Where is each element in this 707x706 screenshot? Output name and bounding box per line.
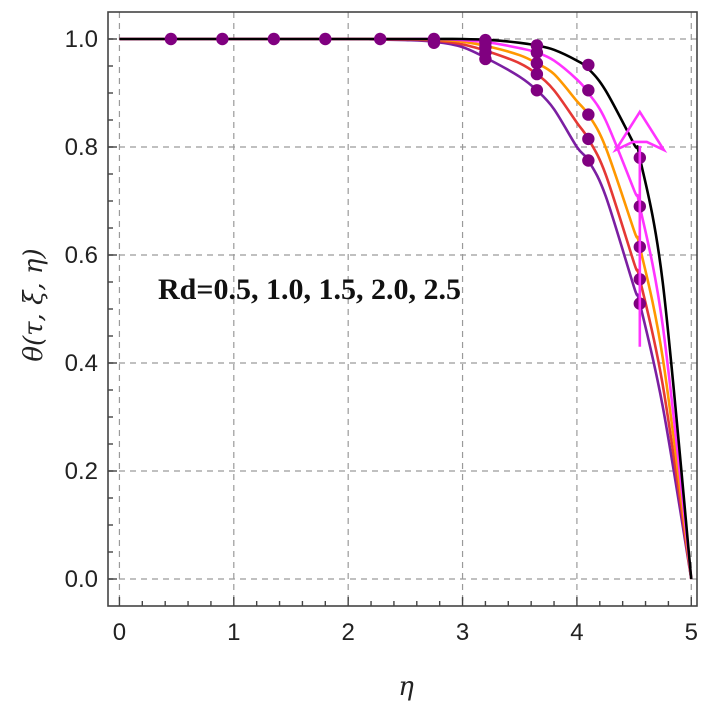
data-marker	[267, 32, 281, 46]
series-line-3	[119, 37, 693, 580]
series-lines	[119, 37, 693, 580]
rd-annotation: Rd=0.5, 1.0, 1.5, 2.0, 2.5	[158, 273, 461, 306]
x-tick-label: 2	[341, 619, 354, 646]
x-tick-label: 4	[570, 619, 583, 646]
y-tick-label: 0.2	[65, 458, 98, 485]
data-marker	[530, 57, 544, 70]
y-tick-label: 0.0	[65, 566, 98, 593]
y-tick-label: 0.4	[65, 350, 98, 377]
plot-frame	[107, 11, 698, 607]
data-marker	[582, 84, 595, 97]
y-axis-label: θ(τ, ξ, η)	[19, 248, 49, 361]
data-marker	[582, 154, 595, 167]
data-marker	[530, 67, 544, 81]
x-tick-label: 3	[456, 619, 469, 646]
data-marker	[582, 108, 595, 121]
trend-arrow	[612, 109, 668, 347]
x-axis-label: η	[398, 672, 414, 702]
y-tick-label: 0.8	[65, 134, 98, 161]
data-marker	[164, 32, 178, 46]
x-tick-label: 1	[227, 619, 240, 646]
axis-ticks: 0 1 2 3 4 5 0.0 0.2 0.4 0.6 0.8 1.0	[65, 26, 698, 646]
data-marker	[216, 32, 229, 46]
y-tick-label: 1.0	[65, 26, 98, 53]
data-marker	[582, 58, 595, 72]
data-marker	[582, 132, 595, 146]
arrow-head	[612, 109, 668, 153]
data-marker	[427, 32, 441, 46]
x-tick-label: 0	[113, 619, 126, 646]
data-marker	[319, 32, 332, 46]
x-tick-label: 5	[685, 619, 698, 646]
data-marker	[530, 39, 544, 52]
grid-lines	[108, 12, 697, 606]
data-markers	[164, 32, 647, 310]
data-marker	[373, 32, 387, 46]
y-tick-label: 0.6	[65, 242, 98, 269]
data-marker	[530, 84, 544, 97]
data-marker	[479, 33, 492, 47]
